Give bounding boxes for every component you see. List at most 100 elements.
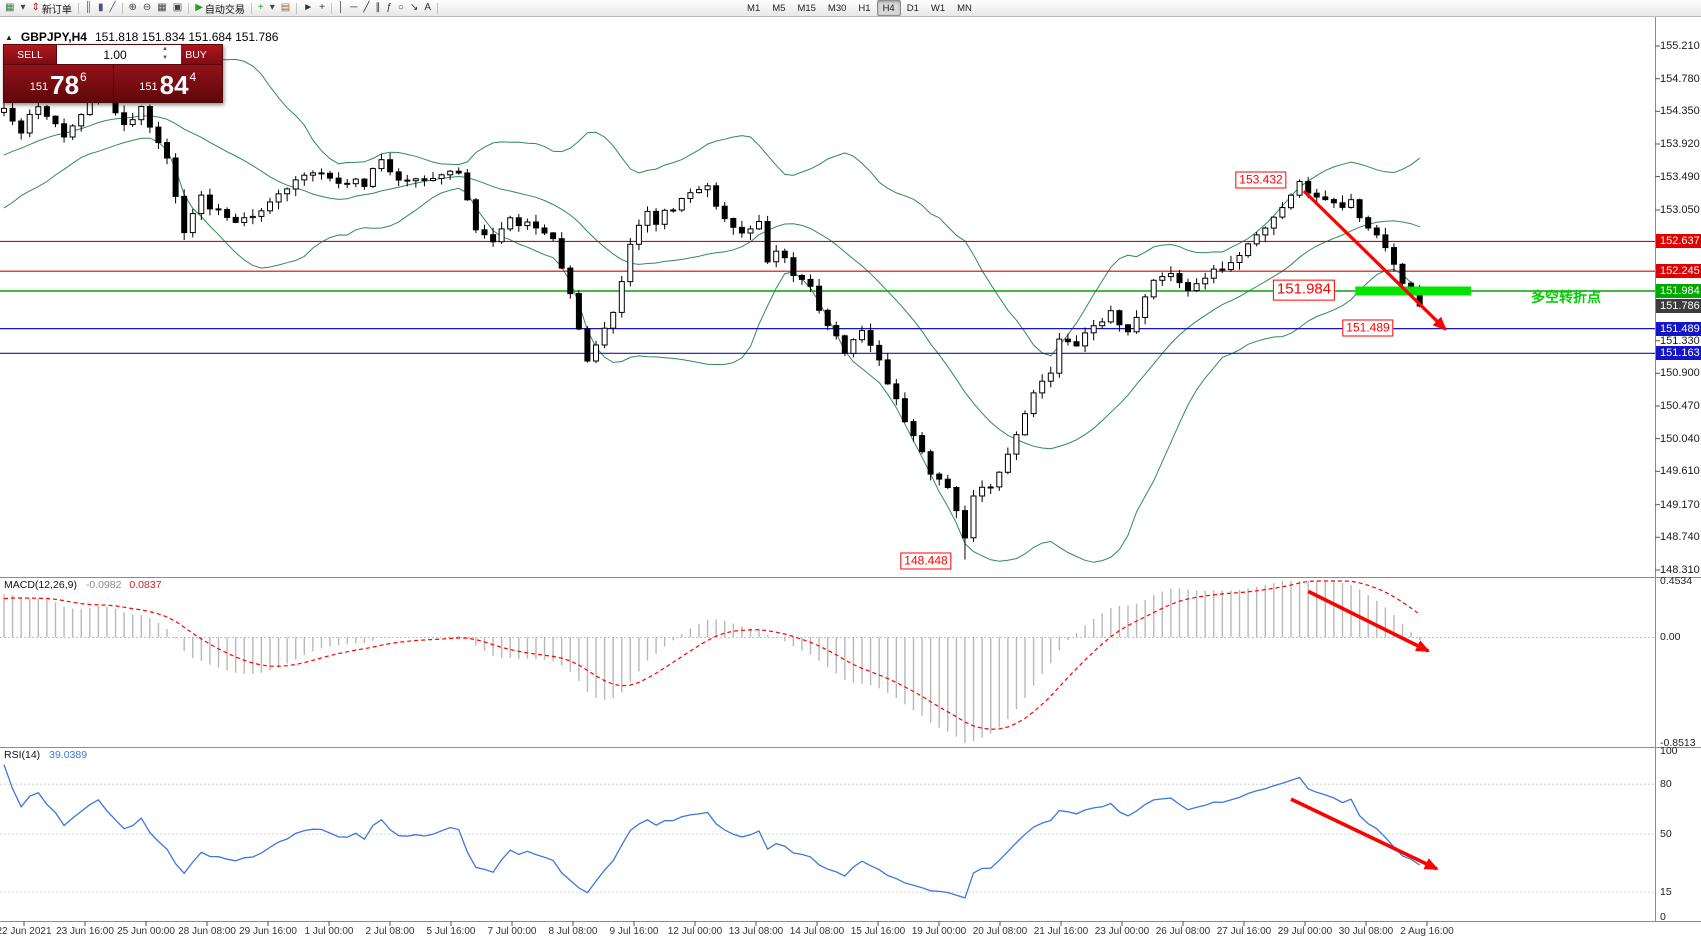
chart-line-button[interactable]: ╱ <box>106 1 118 15</box>
shapes-button[interactable]: ○ <box>395 1 407 15</box>
price-tick-label: 155.210 <box>1660 40 1700 52</box>
candle <box>378 159 385 170</box>
candle <box>172 157 179 197</box>
cascade-windows-button[interactable]: ▣ <box>170 1 185 15</box>
candle <box>1210 268 1217 279</box>
rsi-scale-label: 50 <box>1660 828 1672 840</box>
price-tick-label: 150.040 <box>1660 433 1700 445</box>
timeframe-m1-button[interactable]: M1 <box>747 2 761 14</box>
timeframe-m5-button[interactable]: M5 <box>772 2 786 14</box>
candle <box>490 234 497 243</box>
volume-input[interactable] <box>57 45 181 64</box>
trend-arrow-macd[interactable] <box>1307 589 1431 653</box>
candle <box>1082 332 1089 347</box>
candle <box>404 179 411 182</box>
candle <box>610 311 617 329</box>
candle <box>713 185 720 207</box>
profiles-button[interactable]: ▾ <box>17 1 28 15</box>
one-click-collapse-icon[interactable]: ▲ <box>5 32 13 42</box>
candle <box>773 250 780 263</box>
candle <box>1399 263 1406 284</box>
time-axis-label: 9 Jul 16:00 <box>609 926 659 937</box>
crosshair-button[interactable]: + <box>316 1 328 15</box>
candle <box>1150 279 1157 298</box>
zoom-out-icon: ⊖ <box>142 2 152 13</box>
new-chart-icon: ▦ <box>5 2 15 13</box>
candle <box>1116 310 1123 326</box>
candle <box>206 194 213 210</box>
buy-price[interactable]: 151 84 4 <box>114 65 223 102</box>
chart-candles-button[interactable]: ▮ <box>95 1 107 15</box>
timeframe-w1-button[interactable]: W1 <box>930 2 946 14</box>
new-chart-button[interactable]: ▦ <box>2 1 17 15</box>
candle <box>1090 325 1097 334</box>
new-order-button[interactable]: ⇕ 新订单 <box>28 1 74 16</box>
candle <box>704 185 711 191</box>
sell-button[interactable]: SELL <box>4 45 56 64</box>
price-tick-label: 148.740 <box>1660 531 1700 543</box>
time-axis-label: 29 Jun 16:00 <box>239 926 297 937</box>
horizontal-line-button[interactable]: ─ <box>347 1 360 15</box>
buy-button[interactable]: BUY <box>170 45 222 64</box>
trendline-icon: ╱ <box>363 2 370 13</box>
volume-up-icon[interactable]: ▲ <box>162 46 168 52</box>
cursor-button[interactable]: ► <box>300 1 316 15</box>
candle <box>635 224 642 245</box>
sell-price-prefix: 151 <box>29 81 49 93</box>
timeframe-mn-button[interactable]: MN <box>957 2 972 14</box>
price-callout[interactable]: 151.489 <box>1342 319 1394 337</box>
fibonacci-button[interactable]: ƒ <box>383 1 395 15</box>
candle <box>1073 341 1080 347</box>
chart-bars-button[interactable]: ║ <box>82 1 95 15</box>
bollinger-lower-band <box>3 137 1421 563</box>
candle <box>1176 273 1183 284</box>
candle <box>584 328 591 362</box>
tile-windows-button[interactable]: ▦ <box>154 1 169 15</box>
timeframe-d1-button[interactable]: D1 <box>906 2 919 14</box>
trend-arrow-main[interactable] <box>1302 189 1447 331</box>
templates-button[interactable]: ▤ <box>278 1 293 15</box>
timeframe-m30-button[interactable]: M30 <box>827 2 847 14</box>
bollinger-middle-band <box>3 115 1420 450</box>
candle <box>412 178 419 182</box>
timeframe-h4-button[interactable]: H4 <box>876 0 901 16</box>
trend-arrow-rsi[interactable] <box>1290 797 1439 871</box>
candle <box>558 238 565 269</box>
buy-price-prefix: 151 <box>139 81 158 93</box>
highlight-bar[interactable] <box>1355 286 1472 296</box>
trendline-button[interactable]: ╱ <box>360 1 372 15</box>
indicators-button[interactable]: + <box>255 1 267 15</box>
volume-down-icon[interactable]: ▼ <box>162 55 168 61</box>
macd-scale-label: 0.00 <box>1660 631 1681 643</box>
time-axis[interactable]: 22 Jun 2021 23 Jun 16:00 25 Jun 00:00 28 Ju… <box>0 922 1701 940</box>
arrows-button[interactable]: ↘ <box>407 1 421 15</box>
price-callout[interactable]: 151.984 <box>1272 279 1336 301</box>
autotrading-button[interactable]: ▶ 自动交易 <box>192 1 248 16</box>
sell-price[interactable]: 151 78 6 <box>4 65 114 102</box>
candle <box>1219 268 1226 271</box>
candle <box>764 221 771 263</box>
price-callout[interactable]: 148.448 <box>900 552 952 570</box>
candle <box>996 471 1003 488</box>
price-tick-label: 151.330 <box>1660 335 1700 347</box>
zoom-in-button[interactable]: ⊕ <box>126 1 140 15</box>
price-level-label: 152.637 <box>1656 234 1701 248</box>
price-scale[interactable]: 155.210 154.780 154.350 153.920 153.490 153.0… <box>1656 16 1701 923</box>
channel-button[interactable]: ∥ <box>372 1 383 15</box>
price-tick-label: 149.610 <box>1660 465 1700 477</box>
candle <box>533 221 539 229</box>
chart-text-label[interactable]: 多空转折点 <box>1531 289 1601 305</box>
candle <box>327 172 333 179</box>
vertical-line-icon: │ <box>337 2 345 13</box>
candle <box>756 221 762 230</box>
price-callout[interactable]: 153.432 <box>1235 171 1287 189</box>
zoom-out-button[interactable]: ⊖ <box>140 1 154 15</box>
timeframe-h1-button[interactable]: H1 <box>858 2 871 14</box>
sell-price-sup: 6 <box>80 70 87 84</box>
timeframe-m15-button[interactable]: M15 <box>797 2 816 14</box>
vertical-line-button[interactable]: │ <box>335 1 347 15</box>
periods-button[interactable]: ▾ <box>267 1 278 15</box>
cursor-icon: ► <box>303 2 314 13</box>
text-button[interactable]: A <box>421 1 434 15</box>
